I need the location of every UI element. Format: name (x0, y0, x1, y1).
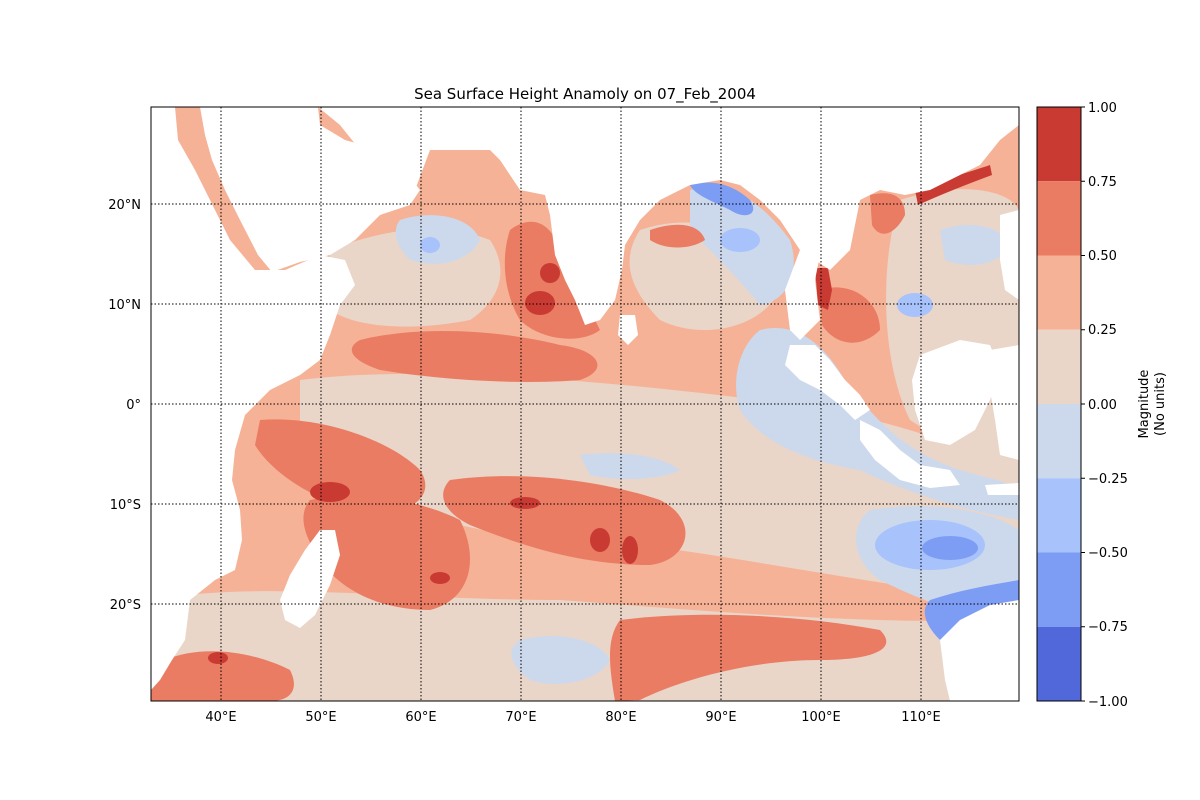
south-africa-coast-high (151, 651, 294, 701)
land-persia (318, 107, 1019, 325)
lon-tick-label: 110°E (901, 710, 941, 725)
colorbar-label-line1: Magnitude (1137, 370, 1152, 439)
colorbar: 1.00 0.75 0.50 0.25 0.00 −0.25 −0.50 −0.… (1036, 101, 1168, 710)
land-sulawesi (990, 345, 1019, 460)
west-peak (310, 482, 350, 502)
se-asia-light-blue (897, 293, 933, 317)
colorbar-level (1037, 626, 1081, 701)
colorbar-level (1037, 181, 1081, 256)
chart-title: Sea Surface Height Anamoly on 07_Feb_200… (414, 85, 756, 104)
anomaly-field (151, 165, 1019, 701)
lon-tick-labels: 40°E 50°E 60°E 70°E 80°E 90°E 100°E 110°… (205, 710, 940, 725)
bay-coast-dark-blue (690, 182, 754, 216)
lon-tick-label: 70°E (505, 710, 536, 725)
lat-tick-label: 20°S (110, 598, 141, 613)
lat-tick-label: 10°N (108, 298, 141, 313)
central-south-peak-2 (622, 536, 638, 564)
lon-tick-label: 100°E (801, 710, 841, 725)
arabian-sea-peak-2 (525, 291, 555, 315)
land-malay-peninsula (785, 345, 870, 420)
colorbar-tick-label: −0.50 (1088, 546, 1128, 561)
land-australia (940, 600, 1019, 701)
philippine-core-blue (922, 536, 978, 560)
lon-tick-label: 90°E (705, 710, 736, 725)
south-china-high (820, 287, 880, 343)
south-peak (430, 572, 450, 584)
bay-north-high (650, 224, 705, 248)
south-mid-negative (511, 636, 610, 684)
west-equatorial-high (255, 419, 426, 513)
map-frame (150, 106, 1020, 702)
colorbar-tick-label: 0.75 (1088, 175, 1117, 190)
colorbar-level (1037, 552, 1081, 627)
gulf-tonkin-high (870, 193, 905, 234)
colorbar-title: Magnitude (No units) (1137, 370, 1168, 439)
colorbar-level (1037, 107, 1081, 182)
colorbar-level (1037, 478, 1081, 553)
land-lesser-sunda (985, 483, 1019, 495)
lat-tick-labels: 20°N 10°N 0° 10°S 20°S (108, 198, 141, 613)
colorbar-tick-label: 0.50 (1088, 249, 1117, 264)
lon-tick-label: 40°E (205, 710, 236, 725)
indochina-coast-peak (815, 268, 832, 310)
north-se-negative (940, 225, 1010, 265)
colorbar-tick-labels: 1.00 0.75 0.50 0.25 0.00 −0.25 −0.50 −0.… (1088, 101, 1128, 710)
colorbar-tick-label: −0.25 (1088, 472, 1128, 487)
map-panel (151, 107, 1019, 701)
land-indochina (785, 250, 820, 340)
australia-coast-blue (924, 580, 1019, 640)
land-sri-lanka (618, 315, 638, 345)
colorbar-ticks (1081, 106, 1085, 702)
colorbar-level (1037, 255, 1081, 330)
colorbar-tick-label: −0.75 (1088, 620, 1128, 635)
colorbar-level (1037, 329, 1081, 404)
lon-tick-label: 80°E (605, 710, 636, 725)
lon-tick-label: 60°E (405, 710, 436, 725)
southwest-high (303, 496, 470, 610)
colorbar-tick-label: 0.25 (1088, 323, 1117, 338)
gulf-tonkin-peak (915, 165, 992, 205)
land-philippines (1000, 210, 1019, 300)
land-sumatra-java (860, 420, 960, 488)
arabian-sea-peak-1 (540, 263, 560, 283)
lat-tick-label: 20°N (108, 198, 141, 213)
arabian-light-blue (420, 237, 440, 253)
colorbar-level (1037, 404, 1081, 479)
arabian-sea-high-band (351, 330, 598, 382)
colorbar-tick-label: 0.00 (1088, 398, 1117, 413)
southern-high-band (610, 614, 887, 701)
lat-tick-label: 10°S (110, 498, 141, 513)
colorbar-label-line2: (No units) (1153, 372, 1168, 436)
arabian-negative (395, 215, 480, 264)
lat-tick-label: 0° (126, 398, 141, 413)
central-south-peak-1 (590, 528, 610, 552)
bay-light-blue (720, 228, 760, 252)
land-africa (151, 107, 355, 690)
land-borneo (912, 340, 1000, 445)
colorbar-tick-label: 1.00 (1088, 101, 1117, 116)
central-south-negative (580, 453, 680, 480)
central-peak (510, 497, 540, 509)
colorbar-tick-label: −1.00 (1088, 695, 1128, 710)
mozambique-peak (208, 652, 228, 664)
lon-tick-label: 50°E (305, 710, 336, 725)
gridlines (151, 107, 1019, 701)
land-mask (151, 107, 1019, 701)
